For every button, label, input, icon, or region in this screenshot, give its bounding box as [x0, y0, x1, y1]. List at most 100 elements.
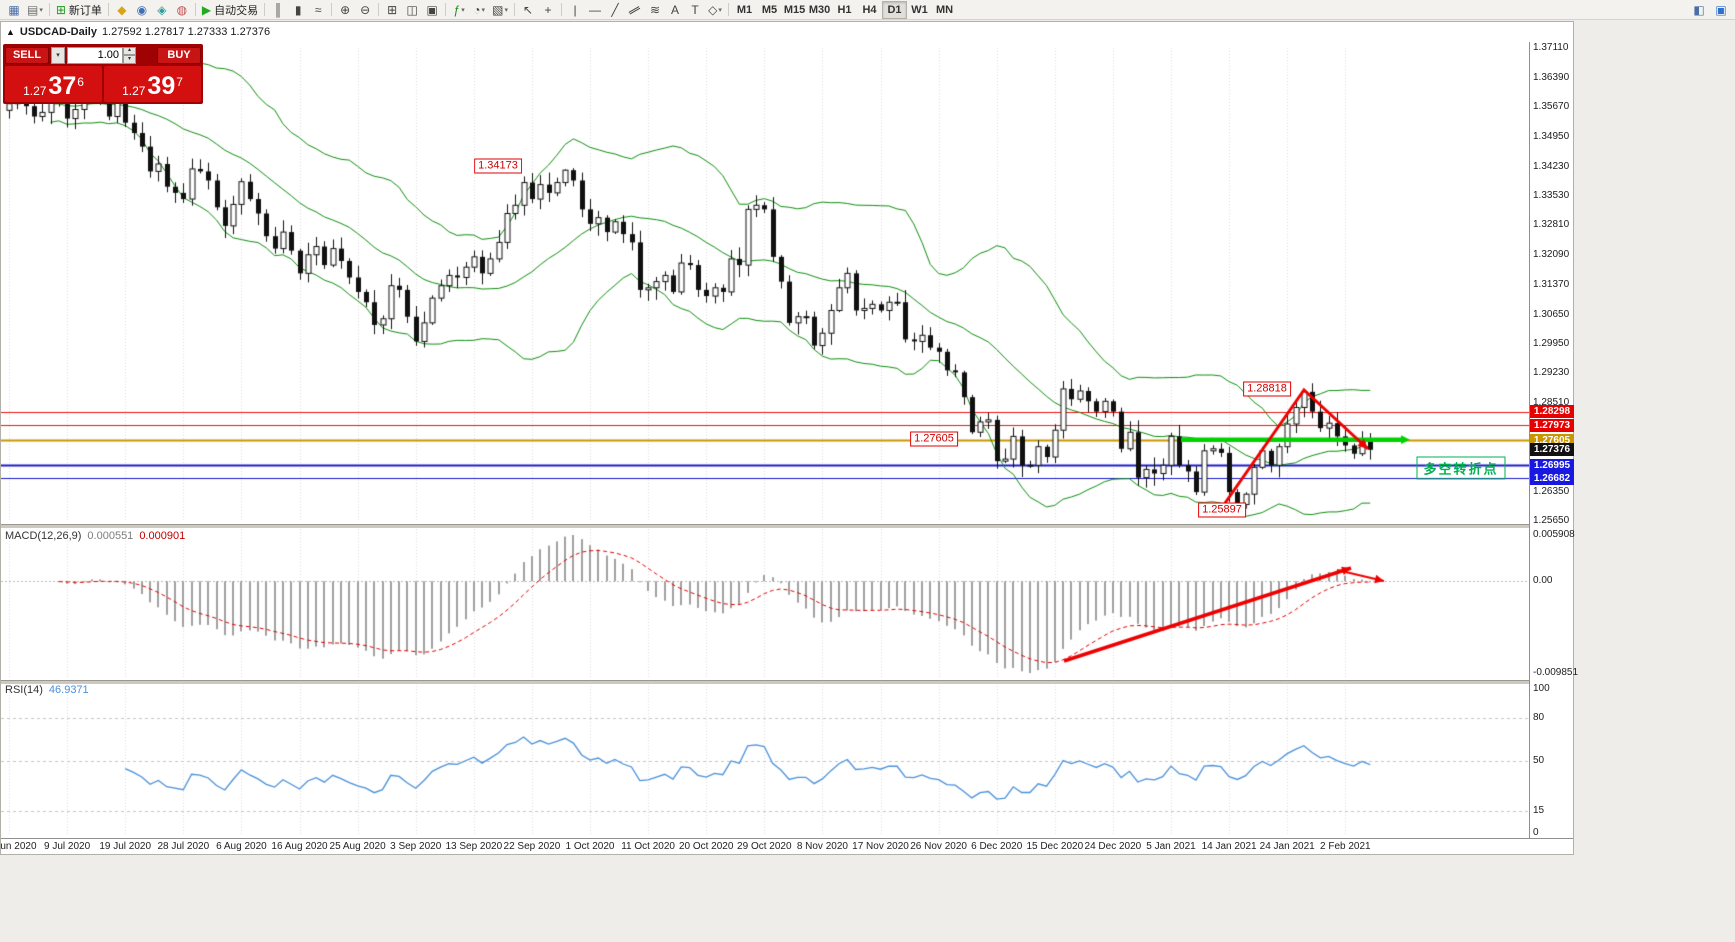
text-icon[interactable]: A: [671, 2, 680, 17]
macd-panel-divider[interactable]: [1, 524, 1573, 528]
crosshair-icon[interactable]: +: [544, 2, 552, 17]
date-label: 9 Jul 2020: [44, 841, 91, 852]
date-label: 24 Jan 2021: [1259, 841, 1315, 852]
cascade-windows-icon[interactable]: ◫: [406, 2, 418, 17]
periods-icon[interactable]: ◔ ▾: [473, 2, 486, 17]
price-axis-label: 1.32810: [1533, 219, 1570, 231]
new-chart-icon[interactable]: ▦: [8, 2, 20, 17]
price-tag-126682: 1.26682: [1530, 471, 1574, 485]
pivot-point-note[interactable]: 多空转折点: [1416, 456, 1506, 480]
price-axis-label: 1.29230: [1533, 367, 1570, 379]
trendline-icon[interactable]: ╱: [611, 2, 619, 17]
chart-window-icon: ▲: [6, 27, 15, 37]
toolbar-separator: [445, 3, 447, 16]
horizontal-line-icon[interactable]: —: [589, 2, 602, 17]
shapes-icon-dropdown[interactable]: ▾: [718, 6, 722, 14]
templates-icon-dropdown[interactable]: ▾: [504, 6, 509, 14]
shapes-icon[interactable]: ◇ ▾: [708, 2, 722, 17]
candlestick-chart-icon[interactable]: ▮: [294, 2, 302, 17]
add-indicator-icon[interactable]: ƒ ▾: [453, 2, 465, 17]
toolbar-separator: [514, 3, 516, 16]
cursor-icon[interactable]: ↖: [522, 2, 534, 17]
price-axis-label: 1.30650: [1533, 308, 1570, 320]
price-callout-128818[interactable]: 1.28818: [1243, 381, 1291, 397]
chart-window-title: ▲ USDCAD-Daily 1.27592 1.27817 1.27333 1…: [1, 22, 1573, 42]
timeframe-h4-button[interactable]: H4: [862, 3, 877, 16]
sell-button[interactable]: SELL: [5, 46, 49, 64]
timeframe-m1-button[interactable]: M1: [736, 3, 753, 16]
price-axis-label: 1.34950: [1533, 131, 1570, 143]
toolbar-separator: [264, 3, 266, 16]
date-label: 22 Sep 2020: [503, 841, 561, 852]
timeframe-mn-button[interactable]: MN: [935, 3, 954, 16]
date-label: 19 Jul 2020: [99, 841, 152, 852]
timeframe-d1-button[interactable]: D1: [882, 0, 908, 19]
line-chart-icon[interactable]: ≈: [314, 2, 322, 17]
buy-button[interactable]: BUY: [157, 46, 201, 64]
chart-ohlc-values: 1.27592 1.27817 1.27333 1.27376: [101, 26, 271, 38]
add-indicator-icon-dropdown[interactable]: ▾: [461, 6, 465, 14]
volume-decrease-button[interactable]: ▾: [123, 55, 136, 64]
metaeditor-icon[interactable]: ◆: [117, 2, 127, 17]
date-label: 14 Jan 2021: [1201, 841, 1257, 852]
macd-axis-zero: 0.00: [1533, 575, 1553, 587]
date-label: 25 Aug 2020: [329, 841, 386, 852]
tile-windows-icon[interactable]: ⊞: [387, 2, 398, 17]
vertical-line-icon[interactable]: |: [573, 2, 577, 17]
navigator-icon[interactable]: ◈: [157, 2, 167, 17]
zoom-in-icon[interactable]: ⊕: [340, 2, 351, 17]
price-tag-126995: 1.26995: [1530, 458, 1574, 472]
date-label: 6 Aug 2020: [216, 841, 267, 852]
channel-icon[interactable]: ∥: [627, 3, 643, 16]
price-axis-label: 1.33530: [1533, 189, 1570, 201]
market-watch-icon[interactable]: ◉: [136, 2, 148, 17]
toolbar-separator: [194, 3, 196, 16]
order-options-dropdown[interactable]: ▾: [51, 46, 65, 64]
volume-increase-button[interactable]: ▴: [123, 46, 136, 55]
macd-axis-max: 0.005908: [1533, 529, 1575, 540]
price-axis-label: 1.35670: [1533, 101, 1570, 113]
timeframe-m5-button[interactable]: M5: [761, 3, 778, 16]
price-tag-127973: 1.27973: [1530, 418, 1574, 432]
price-chart-canvas[interactable]: [1, 42, 1529, 838]
volume-input[interactable]: [67, 46, 123, 64]
timeframe-w1-button[interactable]: W1: [911, 3, 928, 16]
date-label: 11 Oct 2020: [621, 841, 675, 852]
price-axis-label: 1.32090: [1533, 249, 1570, 261]
terminal-icon[interactable]: ◍: [176, 2, 188, 17]
profiles-icon[interactable]: ▤ ▾: [27, 2, 43, 17]
price-tag-127376: 1.27376: [1530, 443, 1574, 457]
templates-icon[interactable]: ▧ ▾: [492, 2, 509, 17]
rsi-panel-divider[interactable]: [1, 680, 1573, 684]
date-label: 5 Jan 2021: [1146, 841, 1196, 852]
price-callout-125897[interactable]: 1.25897: [1198, 502, 1246, 518]
date-label: 6 Dec 2020: [971, 841, 1023, 852]
bar-chart-icon[interactable]: ║: [273, 2, 283, 17]
rsi-label: RSI(14) 46.9371: [5, 684, 89, 696]
zoom-out-icon[interactable]: ⊖: [360, 2, 371, 17]
periods-icon-dropdown[interactable]: ▾: [481, 6, 486, 14]
timeframe-m15-button[interactable]: M15: [783, 3, 806, 16]
timeframe-m30-button[interactable]: M30: [808, 3, 831, 16]
auto-trading-button[interactable]: ▶ 自动交易: [201, 2, 259, 17]
label-icon[interactable]: T: [691, 2, 699, 17]
sell-price-display[interactable]: 1.27 37 6: [5, 66, 102, 102]
community-icon[interactable]: ◧: [1693, 2, 1705, 17]
toolbar-separator: [48, 3, 50, 16]
price-axis: 1.37110 1.36390 1.35670 1.34950 1.34230 1.335…: [1529, 42, 1579, 838]
rsi-axis-label: 50: [1533, 755, 1545, 766]
price-axis-label: 1.26350: [1533, 486, 1570, 498]
notifications-icon[interactable]: ▣: [1715, 2, 1727, 17]
price-callout-127605[interactable]: 1.27605: [910, 431, 958, 447]
profiles-icon-dropdown[interactable]: ▾: [39, 6, 43, 14]
toolbar-separator: [107, 3, 109, 16]
buy-price-display[interactable]: 1.27 39 7: [104, 66, 201, 102]
arrange-windows-icon[interactable]: ▣: [426, 2, 438, 17]
price-callout-134173[interactable]: 1.34173: [474, 158, 522, 174]
new-order-button[interactable]: ⊞ 新订单: [55, 2, 102, 17]
price-axis-label: 1.34230: [1533, 160, 1570, 172]
macd-axis-min: -0.009851: [1533, 667, 1579, 678]
timeframe-h1-button[interactable]: H1: [837, 3, 852, 16]
fibonacci-icon[interactable]: ≋: [649, 2, 661, 17]
